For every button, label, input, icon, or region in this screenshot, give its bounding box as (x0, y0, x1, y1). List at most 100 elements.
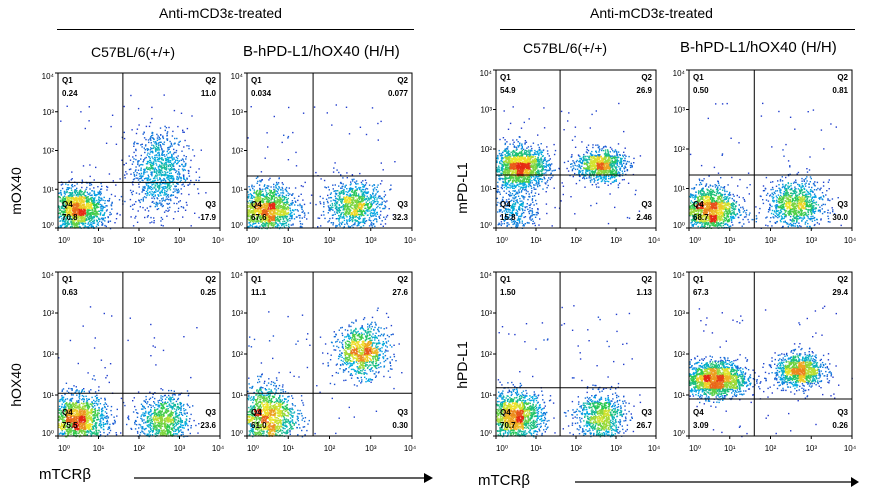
event-dot (93, 216, 95, 218)
event-dot (93, 187, 95, 189)
event-dot (173, 151, 176, 154)
event-dot (85, 195, 87, 197)
event-dot (349, 187, 352, 189)
event-dot (161, 166, 163, 168)
event-dot (162, 205, 164, 207)
event-dot (78, 390, 80, 392)
event-dot (362, 203, 364, 205)
event-dot (146, 216, 149, 218)
event-dot (90, 423, 92, 426)
event-dot (319, 195, 321, 198)
event-dot (264, 216, 266, 218)
event-dot (270, 192, 272, 194)
event-dot (256, 220, 259, 223)
event-dot (251, 215, 253, 217)
event-dot (151, 221, 153, 223)
event-dot (153, 146, 155, 148)
event-dot (139, 177, 141, 180)
event-dot (108, 432, 111, 434)
event-dot (95, 195, 97, 197)
event-dot (258, 217, 261, 219)
event-dot (61, 214, 64, 216)
event-dot (370, 223, 372, 225)
event-dot (165, 209, 167, 212)
event-dot (266, 206, 268, 208)
event-dot (352, 217, 354, 219)
event-dot (280, 210, 282, 212)
event-dot (270, 223, 273, 226)
event-dot (171, 176, 173, 178)
event-dot (150, 135, 153, 137)
event-dot (385, 216, 388, 218)
event-dot (68, 201, 71, 203)
event-dot (183, 178, 185, 180)
event-dot (164, 161, 167, 164)
event-dot (140, 176, 142, 178)
event-dot (164, 155, 166, 158)
event-dot (172, 176, 174, 178)
event-dot (96, 394, 98, 396)
event-dot (198, 168, 200, 170)
event-dot (349, 219, 352, 222)
event-dot (332, 224, 334, 226)
event-dot (262, 222, 264, 224)
event-dot (81, 212, 83, 215)
event-dot (70, 223, 73, 225)
event-dot (168, 202, 171, 205)
event-dot (144, 209, 146, 211)
event-dot (383, 196, 385, 198)
event-dot (301, 226, 303, 228)
event-dot (151, 172, 153, 174)
event-dot (71, 192, 74, 194)
event-dot (143, 196, 146, 198)
event-dot (172, 153, 175, 155)
event-dot (364, 212, 367, 214)
event-dot (167, 194, 170, 196)
event-dot (275, 196, 278, 199)
event-dot (138, 183, 140, 185)
event-dot (100, 397, 102, 400)
event-dot (90, 202, 93, 205)
event-dot (177, 210, 179, 212)
event-dot (279, 214, 282, 216)
event-dot (288, 106, 290, 109)
event-dot (91, 208, 94, 211)
event-dot (98, 409, 100, 411)
quadrant-name-q2: Q2 (397, 76, 408, 85)
event-dot (250, 211, 252, 214)
event-dot (361, 199, 364, 201)
event-dot (301, 223, 304, 225)
event-dot (162, 174, 164, 176)
event-dot (364, 191, 366, 194)
event-dot (327, 212, 329, 214)
event-dot (324, 186, 326, 188)
event-dot (102, 207, 104, 209)
event-dot (79, 220, 81, 222)
event-dot (354, 204, 356, 207)
event-dot (181, 163, 183, 166)
event-dot (80, 221, 82, 223)
event-dot (345, 204, 347, 206)
event-dot (338, 209, 341, 212)
event-dot (150, 136, 152, 138)
event-dot (356, 225, 358, 227)
event-dot (97, 202, 99, 205)
event-dot (151, 183, 154, 185)
event-dot (379, 183, 382, 185)
event-dot (261, 205, 263, 207)
event-dot (257, 210, 259, 212)
event-dot (71, 225, 73, 228)
event-dot (144, 185, 146, 188)
event-dot (369, 208, 371, 210)
event-dot (158, 157, 160, 159)
event-dot (89, 192, 91, 194)
event-dot (64, 211, 66, 213)
event-dot (58, 418, 60, 421)
event-dot (275, 203, 277, 205)
event-dot (173, 168, 175, 170)
event-dot (81, 186, 83, 189)
event-dots (58, 306, 200, 438)
event-dot (146, 184, 148, 186)
event-dot (105, 225, 107, 228)
event-dot (364, 198, 366, 200)
